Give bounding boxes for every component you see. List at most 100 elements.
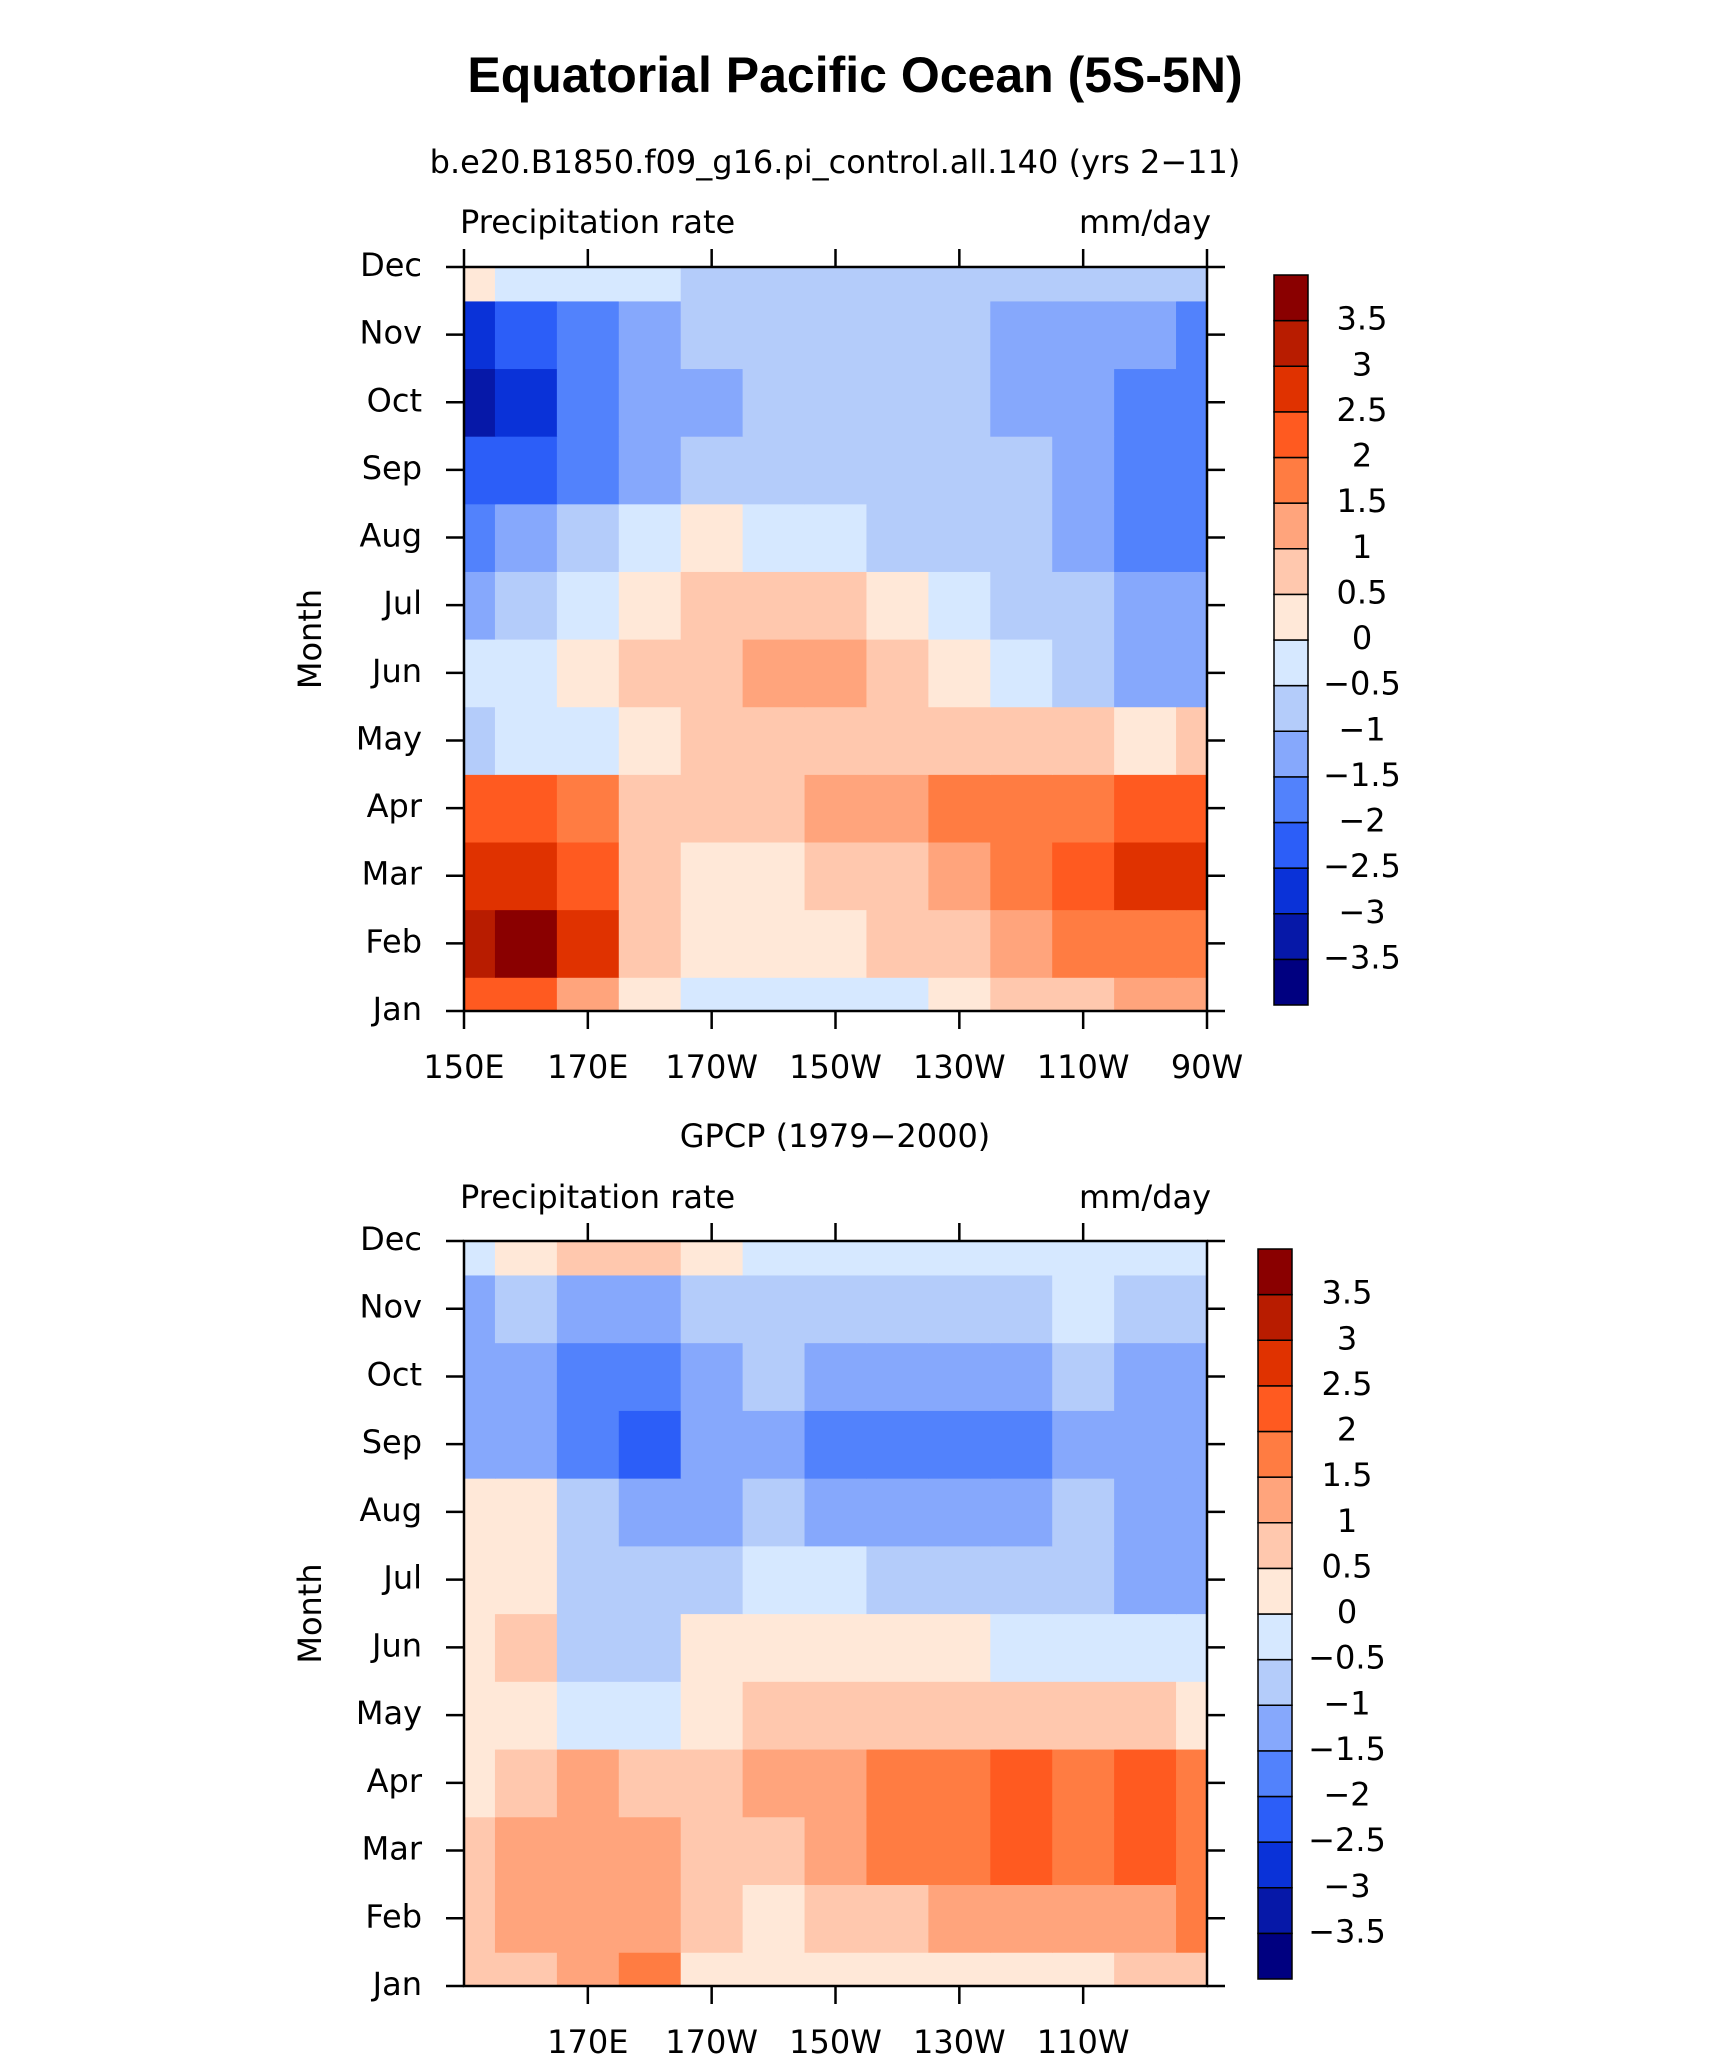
left-label: Precipitation rate xyxy=(460,203,735,241)
colorbar-box xyxy=(1257,1385,1293,1433)
contour-cell xyxy=(990,267,1053,302)
subtitle: GPCP (1979−2000) xyxy=(680,1117,991,1155)
contour-cell xyxy=(804,368,868,437)
x-tick-label: 150W xyxy=(789,1048,882,1086)
colorbar-box xyxy=(1273,776,1309,824)
colorbar-box xyxy=(1257,1248,1293,1296)
contour-cell xyxy=(990,1884,1053,1953)
contour-cell xyxy=(464,774,496,843)
contour-cell xyxy=(804,1884,868,1953)
contour-cell xyxy=(1052,1274,1115,1344)
y-tick-label: Mar xyxy=(362,855,423,893)
contour-cell xyxy=(680,1681,744,1750)
contour-cell xyxy=(556,909,620,978)
colorbar-label: 2.5 xyxy=(1337,391,1388,429)
contour-cell xyxy=(494,1342,558,1411)
contour-cell xyxy=(866,1274,929,1344)
colorbar-label: −2 xyxy=(1338,802,1385,840)
contour-cell xyxy=(1114,571,1177,640)
colorbar-box xyxy=(1273,684,1309,732)
y-tick-label: May xyxy=(356,1694,422,1732)
contour-cell xyxy=(680,1545,744,1615)
contour-cell xyxy=(1114,1545,1177,1615)
contour-cell xyxy=(866,1241,929,1276)
contour-cell xyxy=(1176,774,1208,843)
contour-cell xyxy=(680,1478,744,1547)
contour-cell xyxy=(742,1884,806,1953)
contour-cell xyxy=(742,909,806,978)
colorbar-label: −0.5 xyxy=(1323,665,1401,703)
colorbar-box xyxy=(1257,1658,1293,1706)
contour-cell xyxy=(990,368,1053,437)
x-tick-label: 110W xyxy=(1037,2023,1130,2061)
contour-cell xyxy=(804,639,868,708)
x-tick-label: 170E xyxy=(547,2023,628,2061)
contour-cell xyxy=(928,1748,991,1818)
contour-cell xyxy=(990,1241,1053,1276)
contour-cell xyxy=(494,503,558,572)
contour-cell xyxy=(1114,1342,1177,1411)
contour-cell xyxy=(928,1241,991,1276)
y-tick-label: Feb xyxy=(365,1897,422,1935)
contour-cell xyxy=(464,977,496,1012)
contour-cell xyxy=(1114,774,1177,843)
contour-cell xyxy=(990,1410,1053,1479)
contour-cell xyxy=(680,639,744,708)
contour-cell xyxy=(742,1241,806,1276)
colorbar-box xyxy=(1257,1567,1293,1615)
colorbar-label: −1.5 xyxy=(1323,756,1401,794)
contour-cell xyxy=(804,1274,868,1344)
contour-cell xyxy=(1176,300,1208,370)
colorbar-box xyxy=(1273,821,1309,869)
contour-cell xyxy=(618,706,682,775)
contour-cell xyxy=(618,267,682,302)
contour-cell xyxy=(990,1952,1053,1987)
contour-cell xyxy=(618,300,682,370)
contour-cell xyxy=(556,1748,620,1818)
contour-cell xyxy=(618,841,682,911)
contour-cell xyxy=(928,1545,991,1615)
contour-cell xyxy=(1114,1748,1177,1818)
contour-cell xyxy=(804,1952,868,1987)
contour-cell xyxy=(928,1410,991,1479)
contour-cell xyxy=(742,774,806,843)
contour-cell xyxy=(494,300,558,370)
contour-cell xyxy=(464,1545,496,1615)
contour-cell xyxy=(866,1478,929,1547)
contour-cell xyxy=(1052,503,1115,572)
contour-cell xyxy=(1052,909,1115,978)
contour-cell xyxy=(1052,1342,1115,1411)
right-label: mm/day xyxy=(1079,1178,1211,1216)
y-tick-label: Nov xyxy=(360,1288,422,1326)
contour-cell xyxy=(804,1681,868,1750)
contour-cell xyxy=(556,503,620,572)
contour-cell xyxy=(1114,1241,1177,1276)
contour-cell xyxy=(618,1952,682,1987)
contour-cell xyxy=(804,436,868,505)
contour-cell xyxy=(1052,300,1115,370)
contour-cell xyxy=(494,368,558,437)
contour-cell xyxy=(1176,1274,1208,1344)
contour-cell xyxy=(1176,841,1208,911)
x-tick-label: 170E xyxy=(547,1048,628,1086)
contour-cell xyxy=(742,1952,806,1987)
contour-cell xyxy=(990,909,1053,978)
y-tick-label: Nov xyxy=(360,314,422,352)
contour-cell xyxy=(990,841,1053,911)
contour-cell xyxy=(618,1884,682,1953)
contour-cell xyxy=(866,1681,929,1750)
contour-cell xyxy=(556,1613,620,1682)
contour-cell xyxy=(1176,436,1208,505)
contour-cell xyxy=(618,1681,682,1750)
contour-cell xyxy=(928,1884,991,1953)
contour-cell xyxy=(1052,1410,1115,1479)
colorbar-box xyxy=(1273,502,1309,550)
y-tick-label: Jul xyxy=(381,1559,422,1597)
left-label: Precipitation rate xyxy=(460,1178,735,1216)
contour-cell xyxy=(1114,368,1177,437)
contour-cell xyxy=(680,909,744,978)
contour-cell xyxy=(990,436,1053,505)
colorbar-box xyxy=(1257,1704,1293,1752)
contour-cell xyxy=(804,571,868,640)
x-tick-label: 170W xyxy=(665,2023,758,2061)
